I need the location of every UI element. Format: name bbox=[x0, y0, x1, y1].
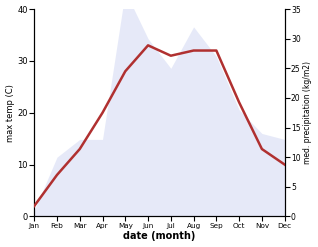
Y-axis label: med. precipitation (kg/m2): med. precipitation (kg/m2) bbox=[303, 61, 313, 164]
Y-axis label: max temp (C): max temp (C) bbox=[5, 84, 15, 142]
X-axis label: date (month): date (month) bbox=[123, 231, 196, 242]
